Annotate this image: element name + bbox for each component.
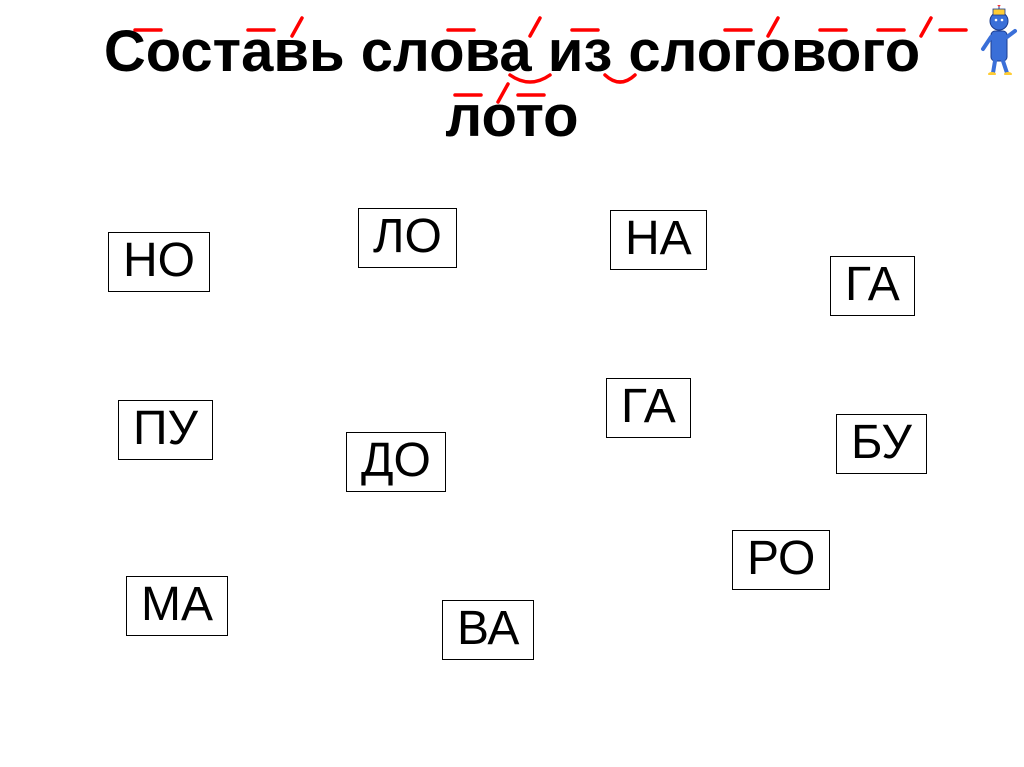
syllable-bu[interactable]: БУ xyxy=(836,414,927,474)
title-line-1: Составь слова из слогового xyxy=(0,20,1024,85)
page-title: Составь слова из слогового лото xyxy=(0,20,1024,150)
title-line-2: лото xyxy=(0,85,1024,150)
syllable-ga-1[interactable]: ГА xyxy=(830,256,915,316)
syllable-na[interactable]: НА xyxy=(610,210,707,270)
mascot-icon xyxy=(979,5,1019,75)
canvas: Составь слова из слогового лото НО ЛО НА… xyxy=(0,0,1024,767)
syllable-pu[interactable]: ПУ xyxy=(118,400,213,460)
syllable-lo[interactable]: ЛО xyxy=(358,208,457,268)
syllable-ro[interactable]: РО xyxy=(732,530,830,590)
syllable-no[interactable]: НО xyxy=(108,232,210,292)
syllable-ma[interactable]: МА xyxy=(126,576,228,636)
syllable-do[interactable]: ДО xyxy=(346,432,446,492)
syllable-ga-2[interactable]: ГА xyxy=(606,378,691,438)
syllable-va[interactable]: ВА xyxy=(442,600,534,660)
